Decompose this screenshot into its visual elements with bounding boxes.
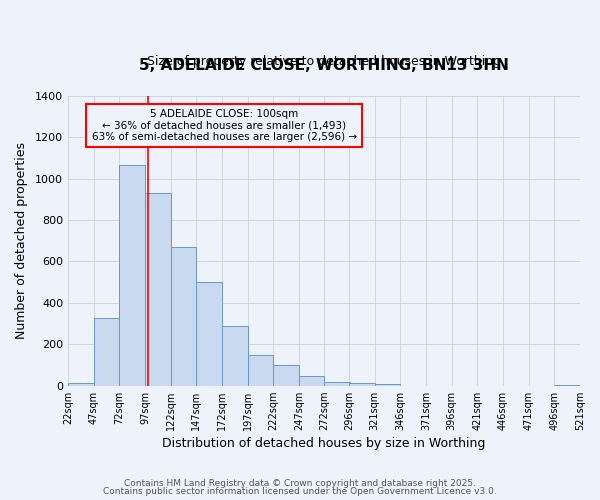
Text: Contains public sector information licensed under the Open Government Licence v3: Contains public sector information licen… [103, 487, 497, 496]
Bar [248, 354, 273, 386]
Text: Contains HM Land Registry data © Crown copyright and database right 2025.: Contains HM Land Registry data © Crown c… [124, 478, 476, 488]
Bar [145, 193, 170, 386]
Bar [196, 282, 222, 386]
Bar [222, 326, 248, 386]
Bar [170, 247, 196, 386]
Title: Size of property relative to detached houses in Worthing: Size of property relative to detached ho… [147, 55, 501, 68]
Bar [349, 382, 375, 386]
Bar [94, 318, 119, 386]
Text: 5, ADELAIDE CLOSE, WORTHING, BN13 3HN: 5, ADELAIDE CLOSE, WORTHING, BN13 3HN [139, 58, 509, 72]
X-axis label: Distribution of detached houses by size in Worthing: Distribution of detached houses by size … [162, 437, 485, 450]
Bar [273, 365, 299, 386]
Bar [299, 376, 325, 386]
Bar [68, 382, 94, 386]
Bar [119, 165, 145, 386]
Y-axis label: Number of detached properties: Number of detached properties [15, 142, 28, 339]
Bar [325, 382, 350, 386]
Bar [375, 384, 400, 386]
Text: 5 ADELAIDE CLOSE: 100sqm
← 36% of detached houses are smaller (1,493)
63% of sem: 5 ADELAIDE CLOSE: 100sqm ← 36% of detach… [92, 109, 356, 142]
